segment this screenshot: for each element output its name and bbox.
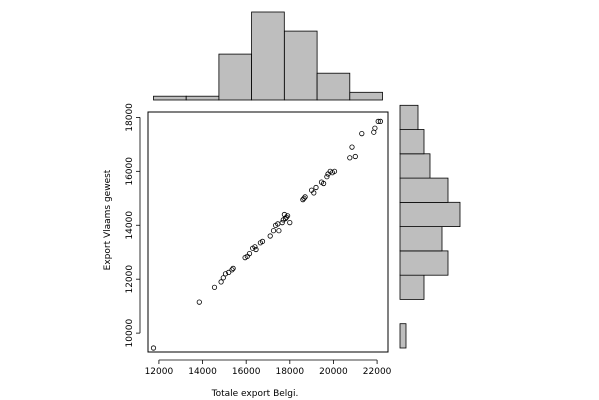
scatter-point-34 [313, 184, 319, 191]
x-axis: 12000 14000 16000 18000 20000 22000 [145, 359, 392, 377]
right-hist-bar-6 [399, 177, 449, 203]
scatter-point-1 [196, 299, 202, 305]
right-hist-bar-9 [399, 104, 419, 131]
scatter-point-16 [259, 238, 266, 244]
scatter-point-31 [302, 194, 308, 200]
y-axis-label: Export Vlaams gewest [103, 169, 113, 270]
scatter-point-28 [287, 220, 293, 226]
scatter-point-49 [377, 118, 383, 125]
x-tick-label-4: 20000 [319, 367, 348, 377]
scatter-point-22 [279, 220, 285, 226]
top-hist-bar-1 [185, 95, 220, 101]
scatter-point-43 [349, 144, 355, 150]
scatter-point-14 [253, 246, 259, 253]
y-tick-label-2: 14000 [125, 211, 135, 240]
scatter-point-45 [359, 131, 365, 137]
right-hist-bar-2 [399, 274, 425, 300]
scatter-point-11 [246, 251, 253, 257]
y-tick-label-1: 12000 [125, 265, 135, 294]
top-hist-bar-3 [251, 11, 285, 101]
top-hist-bar-2 [218, 53, 252, 101]
scatter-point-6 [226, 269, 232, 275]
scatter-point-44 [352, 153, 358, 160]
right-hist-bar-8 [399, 129, 425, 155]
scatter-point-47 [372, 125, 378, 131]
scatter-point-48 [375, 118, 381, 125]
y-axis: 10000 12000 14000 16000 18000 [125, 103, 141, 348]
y-tick-label-4: 18000 [125, 103, 135, 132]
scatter-point-30 [301, 195, 307, 201]
scatter-point-13 [252, 244, 258, 250]
x-tick-label-1: 14000 [188, 367, 217, 377]
scatter-point-26 [283, 214, 290, 220]
scatter-point-33 [311, 190, 317, 196]
scatter-point-42 [347, 155, 353, 161]
scatter-point-5 [222, 271, 229, 277]
y-tick-label-0: 10000 [125, 319, 135, 348]
x-tick-label-3: 18000 [275, 367, 304, 377]
top-histogram [153, 11, 383, 101]
scatter-point-41 [331, 168, 338, 174]
right-hist-bar-7 [399, 153, 431, 179]
plot-frame [147, 111, 389, 353]
top-hist-bar-5 [316, 72, 351, 101]
x-tick-label-5: 22000 [363, 367, 392, 377]
scatter-point-0 [150, 345, 157, 351]
scatter-point-37 [324, 174, 330, 180]
right-hist-bar-0 [399, 323, 407, 349]
scatter-point-7 [229, 267, 235, 273]
top-hist-bar-0 [153, 95, 187, 101]
x-tick-label-0: 12000 [145, 367, 174, 377]
scatter-point-36 [320, 180, 327, 187]
y-tick-label-3: 16000 [125, 157, 135, 186]
scatter-point-21 [276, 228, 282, 234]
scatter-point-18 [270, 228, 277, 234]
scatter-points [150, 118, 383, 351]
scatter-point-17 [267, 233, 273, 239]
x-axis-label: Totale export Belgi. [211, 389, 299, 399]
scatter-point-8 [230, 265, 236, 271]
scatter-point-27 [284, 213, 291, 219]
scatter-point-4 [220, 275, 226, 281]
right-hist-bar-5 [399, 201, 461, 228]
right-hist-bar-4 [399, 226, 443, 252]
right-histogram [399, 104, 461, 349]
scatter-point-3 [218, 279, 224, 285]
right-hist-bar-3 [399, 250, 449, 276]
top-hist-bar-6 [349, 91, 383, 101]
top-hist-bar-4 [283, 30, 318, 101]
x-tick-label-2: 16000 [232, 367, 261, 377]
scatter-point-2 [211, 284, 218, 290]
